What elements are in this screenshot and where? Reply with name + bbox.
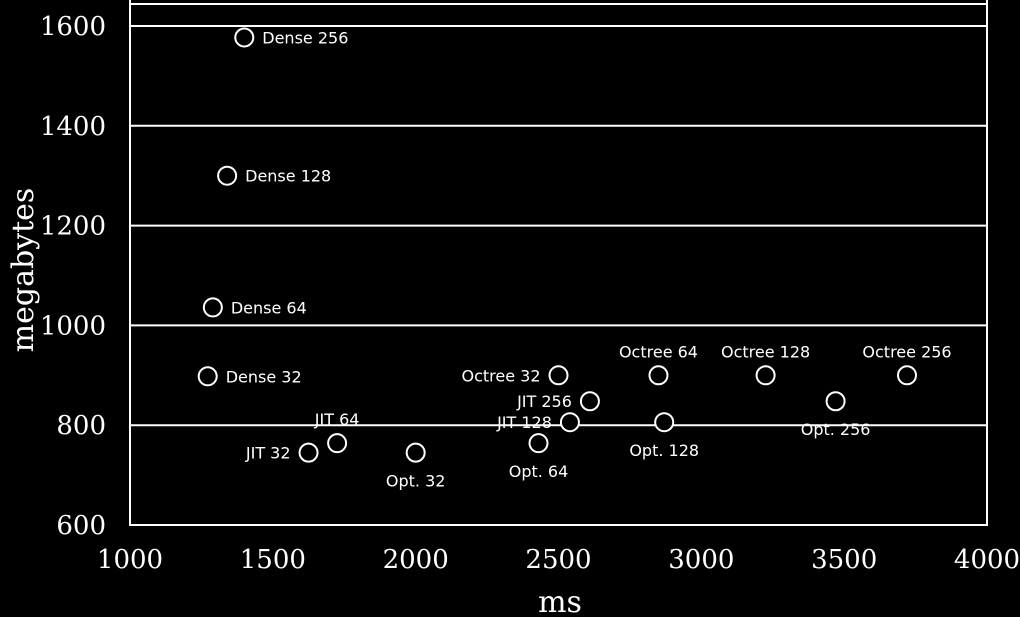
- x-tick-3000: 3000: [668, 545, 734, 575]
- y-tick-800: 800: [56, 411, 106, 441]
- data-point-7: [528, 433, 549, 454]
- data-point-2: [202, 297, 223, 318]
- data-point-9: [548, 365, 569, 386]
- data-point-1: [217, 165, 238, 186]
- plot-frame: [129, 0, 988, 526]
- data-point-13: [755, 365, 776, 386]
- point-label-9: Octree 32: [461, 366, 540, 385]
- point-label-3: Dense 32: [226, 367, 302, 386]
- data-point-11: [648, 365, 669, 386]
- data-points: [197, 27, 918, 463]
- data-point-5: [327, 433, 348, 454]
- point-label-14: Opt. 256: [801, 420, 871, 439]
- y-axis-label: megabytes: [6, 188, 41, 353]
- x-axis-label: ms: [538, 585, 582, 617]
- x-tick-1500: 1500: [240, 545, 306, 575]
- data-point-10: [579, 391, 600, 412]
- y-tick-1600: 1600: [40, 12, 106, 42]
- data-point-8: [559, 412, 580, 433]
- y-tick-1400: 1400: [40, 112, 106, 142]
- point-label-15: Octree 256: [862, 342, 951, 361]
- y-tick-600: 600: [56, 511, 106, 541]
- x-tick-2500: 2500: [525, 545, 591, 575]
- point-label-7: Opt. 64: [509, 462, 569, 481]
- point-label-11: Octree 64: [619, 342, 698, 361]
- point-label-13: Octree 128: [721, 342, 810, 361]
- point-labels: Dense 256 Dense 128 Dense 64 Dense 32 JIT 32…: [226, 28, 952, 490]
- point-label-10: JIT 256: [516, 392, 572, 411]
- x-tick-1000: 1000: [97, 545, 163, 575]
- y-tick-labels: 600 800 1000 1200 1400 1600: [40, 12, 106, 541]
- point-label-6: Opt. 32: [386, 472, 446, 491]
- data-point-4: [298, 442, 319, 463]
- data-point-6: [405, 442, 426, 463]
- grid-lines: [130, 3, 987, 427]
- point-label-5: JIT 64: [314, 410, 360, 429]
- x-tick-labels: 1000 1500 2000 2500 3000 3500 4000: [97, 545, 1020, 575]
- data-point-14: [825, 391, 846, 412]
- x-tick-4000: 4000: [954, 545, 1020, 575]
- data-point-15: [897, 365, 918, 386]
- x-tick-3500: 3500: [811, 545, 877, 575]
- data-point-12: [654, 412, 675, 433]
- data-point-0: [234, 27, 255, 48]
- point-label-8: JIT 128: [496, 413, 552, 432]
- x-tick-2000: 2000: [383, 545, 449, 575]
- data-point-3: [197, 366, 218, 387]
- point-label-4: JIT 32: [245, 444, 291, 463]
- point-label-0: Dense 256: [262, 28, 348, 47]
- point-label-1: Dense 128: [245, 167, 331, 186]
- y-tick-1200: 1200: [40, 212, 106, 242]
- y-tick-1000: 1000: [40, 311, 106, 341]
- point-label-12: Opt. 128: [629, 441, 699, 460]
- point-label-2: Dense 64: [231, 298, 307, 317]
